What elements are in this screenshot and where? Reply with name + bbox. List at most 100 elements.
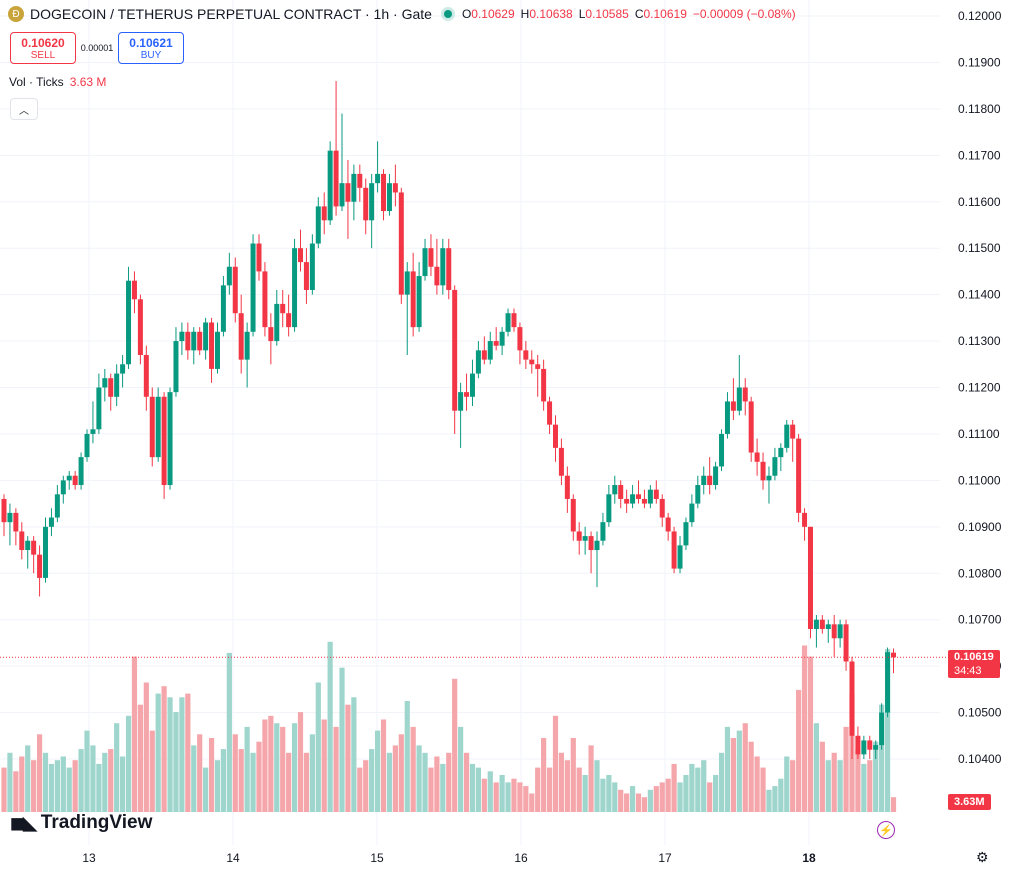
candle-body[interactable] [404, 271, 410, 295]
candle-body[interactable] [262, 271, 268, 328]
candle-body[interactable] [19, 531, 25, 551]
candle-body[interactable] [754, 452, 760, 462]
candle-body[interactable] [766, 475, 772, 481]
candle-body[interactable] [689, 503, 695, 523]
candle-body[interactable] [226, 266, 232, 286]
candle-body[interactable] [292, 248, 298, 328]
candle-body[interactable] [446, 248, 452, 290]
candle-body[interactable] [369, 183, 375, 221]
candle-body[interactable] [238, 313, 244, 360]
candle-body[interactable] [250, 243, 256, 332]
candle-body[interactable] [96, 387, 102, 430]
candle-body[interactable] [357, 173, 363, 188]
candle-body[interactable] [713, 466, 719, 486]
candle-body[interactable] [309, 243, 315, 290]
candle-body[interactable] [197, 331, 203, 351]
candle-body[interactable] [802, 512, 808, 527]
candle-body[interactable] [772, 457, 778, 476]
candle-body[interactable] [481, 350, 487, 360]
candle-body[interactable] [90, 429, 96, 434]
candle-body[interactable] [434, 266, 440, 286]
candle-body[interactable] [891, 652, 896, 658]
candle-body[interactable] [594, 540, 600, 551]
candle-body[interactable] [179, 331, 185, 342]
candle-body[interactable] [618, 485, 624, 499]
candle-body[interactable] [535, 364, 541, 369]
candle-body[interactable] [398, 192, 404, 295]
candle-body[interactable] [849, 661, 855, 736]
candle-body[interactable] [120, 364, 126, 374]
candle-body[interactable] [796, 438, 802, 513]
candle-body[interactable] [37, 554, 43, 578]
candle-body[interactable] [268, 327, 274, 342]
sell-button[interactable]: 0.10620 SELL [10, 32, 76, 64]
market-status-icon[interactable] [443, 10, 452, 18]
candle-body[interactable] [505, 313, 511, 332]
candle-body[interactable] [683, 522, 689, 546]
candle-body[interactable] [440, 248, 446, 286]
candle-body[interactable] [653, 489, 659, 499]
candle-body[interactable] [422, 248, 428, 277]
candle-body[interactable] [185, 331, 191, 351]
candle-body[interactable] [641, 498, 647, 504]
candle-body[interactable] [214, 331, 220, 369]
candle-body[interactable] [612, 485, 618, 495]
candle-body[interactable] [588, 536, 594, 551]
candle-body[interactable] [149, 396, 155, 458]
candle-body[interactable] [410, 271, 416, 328]
candle-body[interactable] [161, 396, 167, 486]
candle-body[interactable] [155, 396, 161, 458]
candle-body[interactable] [327, 150, 333, 221]
candle-body[interactable] [7, 512, 13, 523]
candle-body[interactable] [464, 392, 470, 397]
candle-body[interactable] [582, 536, 588, 541]
candle-body[interactable] [523, 350, 529, 360]
candle-body[interactable] [54, 494, 60, 518]
candle-body[interactable] [701, 475, 707, 486]
candle-body[interactable] [873, 745, 879, 750]
candle-body[interactable] [392, 183, 398, 193]
candle-body[interactable] [25, 540, 31, 551]
candle-body[interactable] [724, 401, 730, 434]
candle-body[interactable] [60, 480, 66, 495]
candle-body[interactable] [108, 378, 114, 397]
symbol-title[interactable]: DOGECOIN / TETHERUS PERPETUAL CONTRACT ·… [30, 6, 432, 22]
candle-body[interactable] [256, 243, 262, 272]
candle-body[interactable] [552, 424, 558, 448]
candle-body[interactable] [31, 540, 37, 555]
candle-body[interactable] [286, 313, 292, 328]
gear-icon[interactable]: ⚙ [976, 849, 989, 865]
candle-body[interactable] [547, 401, 553, 425]
candle-body[interactable] [315, 206, 321, 244]
candle-body[interactable] [167, 392, 173, 486]
tradingview-logo[interactable]: ◼◣ TradingView [10, 812, 152, 834]
candle-body[interactable] [48, 517, 54, 527]
candle-body[interactable] [541, 368, 547, 402]
candle-body[interactable] [778, 447, 784, 458]
candle-body[interactable] [345, 183, 351, 202]
volume-legend[interactable]: Vol · Ticks 3.63 M [9, 75, 106, 89]
candle-body[interactable] [671, 531, 677, 569]
candle-body[interactable] [351, 173, 357, 202]
candle-body[interactable] [695, 485, 701, 504]
candle-body[interactable] [659, 498, 665, 518]
candle-body[interactable] [298, 248, 303, 263]
candle-body[interactable] [861, 740, 867, 755]
candle-body[interactable] [131, 280, 137, 300]
candle-body[interactable] [173, 341, 179, 393]
candle-body[interactable] [742, 387, 748, 402]
candle-body[interactable] [719, 433, 725, 467]
candle-body[interactable] [143, 354, 149, 397]
candle-body[interactable] [43, 526, 49, 578]
candle-body[interactable] [428, 248, 434, 267]
candle-body[interactable] [386, 183, 392, 212]
candle-body[interactable] [511, 313, 517, 328]
candle-body[interactable] [303, 262, 309, 290]
candle-body[interactable] [220, 285, 226, 332]
candle-body[interactable] [677, 545, 683, 569]
candle-body[interactable] [102, 378, 108, 388]
candle-body[interactable] [244, 331, 250, 360]
candle-body[interactable] [570, 498, 576, 532]
candle-body[interactable] [381, 173, 387, 212]
